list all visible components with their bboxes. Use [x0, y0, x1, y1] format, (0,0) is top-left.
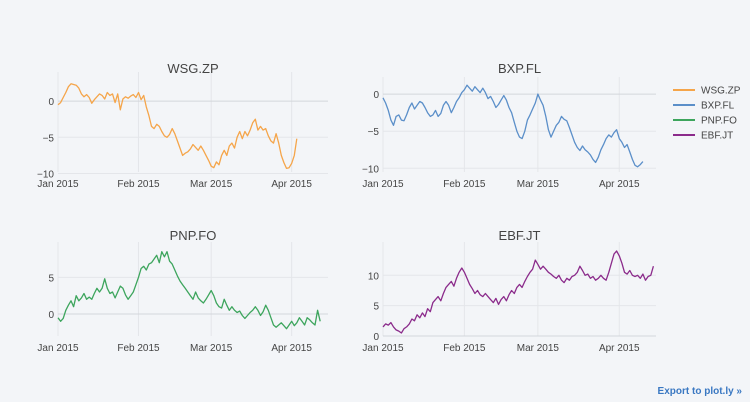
y-tick-label: 0 [48, 310, 54, 321]
y-tick-label: −10 [362, 164, 379, 175]
x-tick-label: Apr 2015 [271, 343, 312, 354]
x-tick-label: Apr 2015 [599, 343, 640, 354]
x-tick-label: Jan 2015 [37, 343, 79, 354]
x-tick-label: Jan 2015 [362, 343, 404, 354]
subplot-title: BXP.FL [498, 61, 541, 76]
y-tick-label: 0 [48, 97, 54, 108]
legend-label: WSG.ZP [701, 86, 741, 97]
subplot-title: EBF.JT [499, 228, 541, 243]
subplot-title: PNP.FO [170, 228, 217, 243]
x-tick-label: Feb 2015 [443, 343, 486, 354]
x-tick-label: Apr 2015 [271, 179, 312, 190]
y-tick-label: 0 [373, 90, 379, 101]
y-tick-label: −5 [368, 127, 380, 138]
x-tick-label: Mar 2015 [190, 343, 233, 354]
x-tick-label: Feb 2015 [443, 179, 486, 190]
y-tick-label: −5 [43, 133, 55, 144]
export-to-plotly-link[interactable]: Export to plot.ly » [657, 386, 742, 397]
y-tick-label: −10 [37, 169, 54, 180]
x-tick-label: Mar 2015 [517, 343, 560, 354]
x-tick-label: Jan 2015 [362, 179, 404, 190]
x-tick-label: Apr 2015 [599, 179, 640, 190]
y-tick-label: 5 [373, 302, 379, 313]
series-line-wsg-zp [57, 83, 298, 170]
x-tick-label: Jan 2015 [37, 179, 79, 190]
series-line-pnp-fo [57, 251, 321, 330]
x-tick-label: Feb 2015 [117, 343, 160, 354]
subplot-title: WSG.ZP [167, 61, 218, 76]
series-line-ebf-jt [382, 250, 655, 334]
series-line-bxp-fl [382, 84, 644, 168]
y-tick-label: 10 [368, 271, 380, 282]
legend-label: EBF.JT [701, 131, 733, 142]
legend-label: BXP.FL [701, 101, 735, 112]
x-tick-label: Mar 2015 [517, 179, 560, 190]
y-tick-label: 5 [48, 273, 54, 284]
legend-label: PNP.FO [701, 116, 737, 127]
x-tick-label: Feb 2015 [117, 179, 160, 190]
y-tick-label: 0 [373, 332, 379, 343]
x-tick-label: Mar 2015 [190, 179, 233, 190]
